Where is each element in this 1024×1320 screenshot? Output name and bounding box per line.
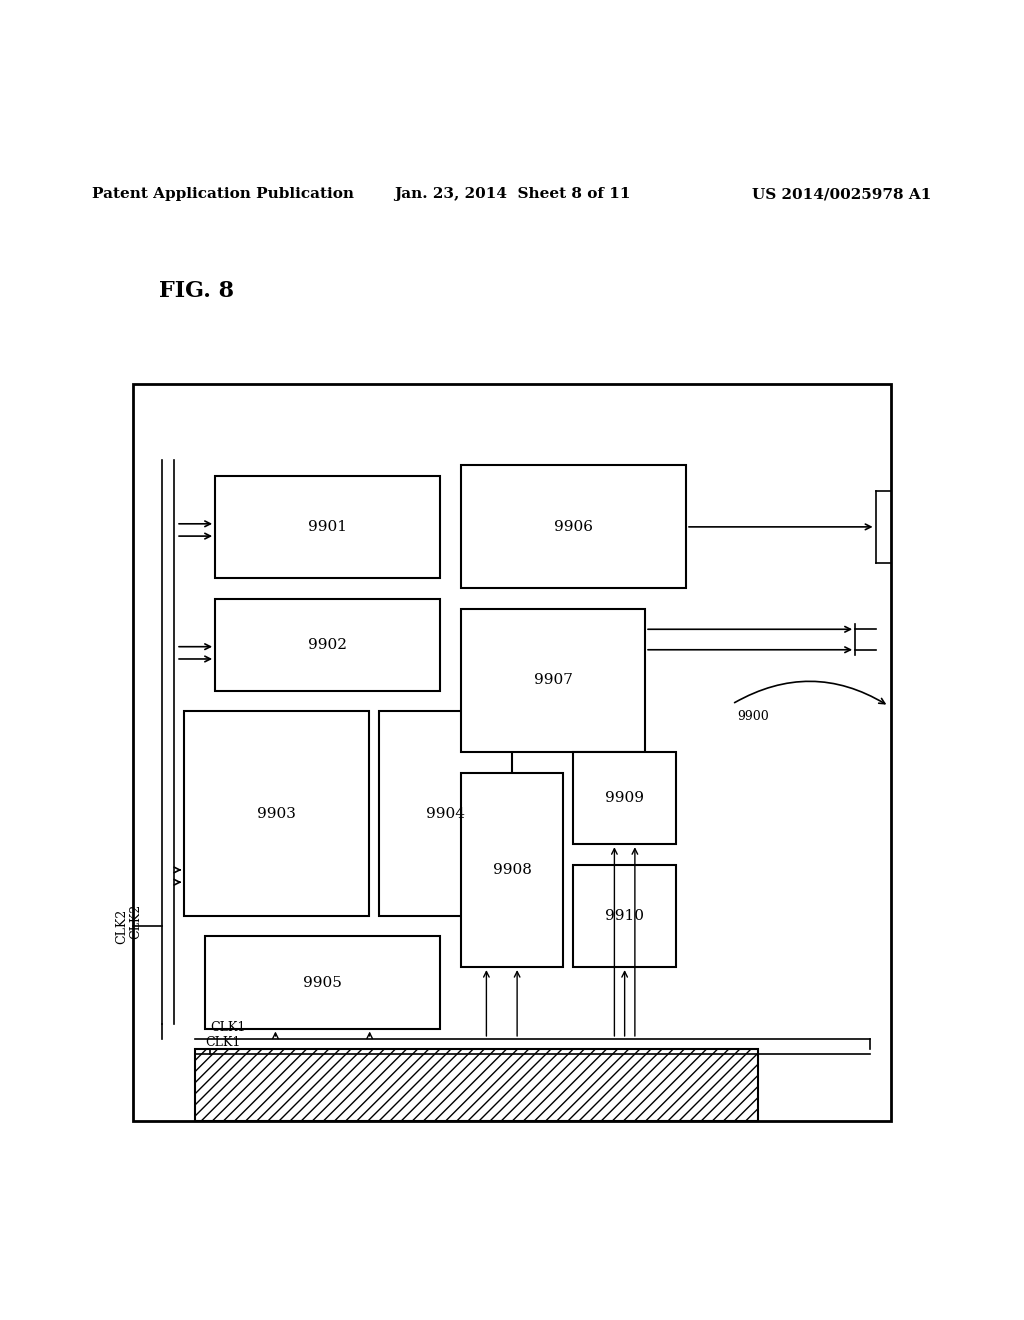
- Text: CLK2: CLK2: [130, 903, 142, 939]
- Text: US 2014/0025978 A1: US 2014/0025978 A1: [753, 187, 932, 201]
- Text: 9909: 9909: [605, 791, 644, 805]
- Bar: [461, 609, 645, 752]
- Bar: [573, 865, 676, 968]
- Bar: [215, 598, 440, 690]
- Text: 9903: 9903: [257, 807, 296, 821]
- Text: 9900: 9900: [737, 710, 769, 723]
- Text: 9907: 9907: [534, 673, 572, 688]
- Text: 9905: 9905: [303, 975, 342, 990]
- Text: Patent Application Publication: Patent Application Publication: [92, 187, 354, 201]
- Text: 9906: 9906: [554, 520, 593, 533]
- Bar: [133, 384, 891, 1121]
- Text: 9908: 9908: [493, 863, 531, 876]
- Bar: [195, 1049, 758, 1121]
- Text: 9904: 9904: [426, 807, 465, 821]
- Bar: [461, 466, 686, 589]
- Text: CLK1: CLK1: [210, 1020, 246, 1034]
- Bar: [205, 936, 440, 1028]
- Bar: [379, 711, 512, 916]
- Bar: [461, 772, 563, 968]
- Text: CLK2: CLK2: [115, 908, 128, 944]
- Bar: [184, 711, 369, 916]
- Text: 9901: 9901: [308, 520, 347, 533]
- Bar: [215, 475, 440, 578]
- Text: FIG. 8: FIG. 8: [159, 280, 233, 302]
- Text: Jan. 23, 2014  Sheet 8 of 11: Jan. 23, 2014 Sheet 8 of 11: [394, 187, 630, 201]
- Text: CLK1: CLK1: [205, 1036, 241, 1049]
- Bar: [573, 752, 676, 845]
- Text: 9902: 9902: [308, 638, 347, 652]
- Text: 9910: 9910: [605, 909, 644, 923]
